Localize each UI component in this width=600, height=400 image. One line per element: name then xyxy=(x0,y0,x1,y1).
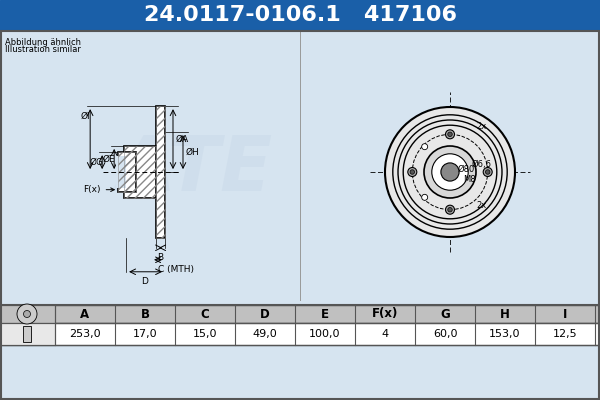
Circle shape xyxy=(483,168,492,176)
Text: M8: M8 xyxy=(463,175,476,184)
Circle shape xyxy=(445,130,455,139)
Text: Ø6,6: Ø6,6 xyxy=(471,160,491,169)
Text: D: D xyxy=(141,277,148,286)
Circle shape xyxy=(448,208,452,212)
Text: ØA: ØA xyxy=(176,135,189,144)
Bar xyxy=(156,106,165,238)
Text: 15,0: 15,0 xyxy=(193,329,217,339)
Bar xyxy=(118,152,136,192)
Text: 100,0: 100,0 xyxy=(309,329,341,339)
Text: E: E xyxy=(321,308,329,320)
Circle shape xyxy=(17,304,37,324)
Text: 12,5: 12,5 xyxy=(553,329,577,339)
Text: A: A xyxy=(80,308,89,320)
Text: 49,0: 49,0 xyxy=(253,329,277,339)
Text: Ø80: Ø80 xyxy=(458,164,475,174)
Circle shape xyxy=(432,154,468,190)
Text: I: I xyxy=(563,308,567,320)
Text: F(x): F(x) xyxy=(83,185,114,194)
Text: 153,0: 153,0 xyxy=(489,329,521,339)
Text: C: C xyxy=(200,308,209,320)
Bar xyxy=(0,305,55,323)
Bar xyxy=(0,0,600,30)
Text: 24.0117-0106.1   417106: 24.0117-0106.1 417106 xyxy=(143,5,457,25)
Circle shape xyxy=(485,170,490,174)
Text: Abbildung ähnlich: Abbildung ähnlich xyxy=(5,38,81,47)
Circle shape xyxy=(422,144,428,150)
Text: C (MTH): C (MTH) xyxy=(158,265,194,274)
Text: F(x): F(x) xyxy=(372,308,398,320)
Text: D: D xyxy=(260,308,270,320)
Text: ØI: ØI xyxy=(80,112,90,120)
Bar xyxy=(116,156,127,188)
Bar xyxy=(0,305,600,345)
Text: 2x: 2x xyxy=(477,122,487,131)
Text: ATE: ATE xyxy=(117,133,273,207)
Text: 17,0: 17,0 xyxy=(133,329,157,339)
Bar xyxy=(0,305,600,323)
Text: G: G xyxy=(440,308,450,320)
Circle shape xyxy=(445,205,455,214)
Circle shape xyxy=(408,168,417,176)
Bar xyxy=(124,146,156,198)
Text: ØH: ØH xyxy=(186,148,200,157)
Text: 2x: 2x xyxy=(477,201,487,210)
Circle shape xyxy=(441,163,459,181)
Text: 60,0: 60,0 xyxy=(433,329,457,339)
Circle shape xyxy=(385,107,515,237)
Text: ØE: ØE xyxy=(102,154,115,164)
Bar xyxy=(156,106,165,238)
Bar xyxy=(0,323,55,345)
Text: 4: 4 xyxy=(382,329,389,339)
Bar xyxy=(23,326,31,342)
Text: Illustration similar: Illustration similar xyxy=(5,45,81,54)
Bar xyxy=(0,323,600,345)
Circle shape xyxy=(448,132,452,136)
Circle shape xyxy=(23,310,31,318)
Text: B: B xyxy=(140,308,149,320)
Text: B: B xyxy=(158,253,164,262)
Bar xyxy=(124,146,156,198)
Text: 253,0: 253,0 xyxy=(69,329,101,339)
Bar xyxy=(118,152,136,192)
Circle shape xyxy=(424,146,476,198)
Text: ØG: ØG xyxy=(89,158,103,167)
Circle shape xyxy=(422,194,428,200)
Circle shape xyxy=(410,170,415,174)
Text: H: H xyxy=(500,308,510,320)
